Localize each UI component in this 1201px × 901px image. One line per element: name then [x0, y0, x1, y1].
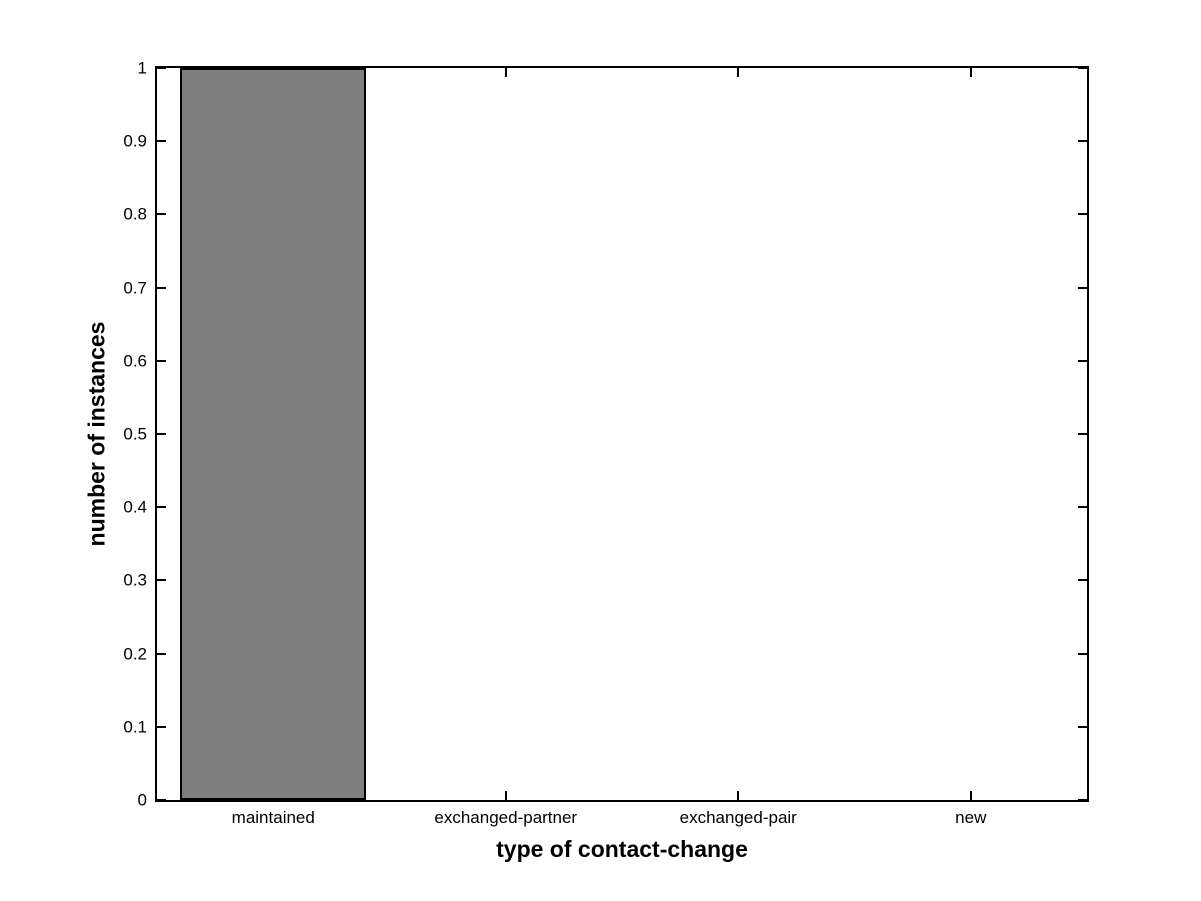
y-tick-mark-left: [157, 579, 166, 582]
y-tick-label: 0.4: [123, 497, 147, 517]
y-tick-label: 0.5: [123, 424, 147, 444]
y-tick-label: 0.2: [123, 644, 147, 664]
y-tick-mark-right: [1078, 579, 1087, 582]
y-tick-label: 0: [137, 790, 147, 810]
x-tick-mark-bottom: [504, 791, 507, 800]
y-tick-mark-left: [157, 652, 166, 655]
y-tick-mark-left: [157, 725, 166, 728]
y-tick-mark-right: [1078, 433, 1087, 435]
y-tick-mark-right: [1078, 506, 1087, 509]
x-tick-label: exchanged-partner: [434, 808, 578, 827]
y-tick-mark-left: [157, 506, 166, 509]
y-tick-mark-left: [157, 799, 166, 801]
y-tick-mark-right: [1078, 799, 1087, 801]
y-tick-label: 1: [137, 58, 147, 78]
y-tick-label: 0.3: [123, 570, 147, 590]
x-tick-mark-top: [969, 68, 972, 77]
x-tick-mark-top: [737, 68, 740, 77]
y-tick-label: 0.1: [123, 717, 147, 737]
y-tick-mark-left: [157, 286, 166, 289]
x-tick-mark-bottom: [969, 791, 972, 800]
y-tick-label: 0.7: [123, 278, 147, 298]
y-tick-mark-right: [1078, 67, 1087, 69]
y-tick-mark-right: [1078, 652, 1087, 655]
y-tick-mark-right: [1078, 359, 1087, 362]
x-tick-label: exchanged-pair: [679, 808, 797, 827]
y-tick-mark-right: [1078, 286, 1087, 289]
y-tick-label: 0.8: [123, 204, 147, 224]
x-tick-label: new: [955, 808, 987, 827]
bar-maintained: [180, 68, 367, 800]
x-tick-label: maintained: [231, 808, 315, 827]
x-tick-mark-bottom: [737, 791, 740, 800]
y-tick-mark-left: [157, 359, 166, 362]
y-tick-mark-left: [157, 67, 166, 69]
y-tick-label: 0.9: [123, 131, 147, 151]
y-tick-mark-right: [1078, 140, 1087, 143]
y-tick-mark-left: [157, 140, 166, 143]
y-tick-mark-left: [157, 433, 166, 435]
x-axis-title: type of contact-change: [496, 836, 748, 862]
y-tick-mark-right: [1078, 213, 1087, 216]
y-tick-mark-right: [1078, 725, 1087, 728]
x-tick-mark-top: [504, 68, 507, 77]
y-tick-mark-left: [157, 213, 166, 216]
y-tick-label: 0.6: [123, 351, 147, 371]
y-axis-title: number of instances: [83, 321, 110, 547]
